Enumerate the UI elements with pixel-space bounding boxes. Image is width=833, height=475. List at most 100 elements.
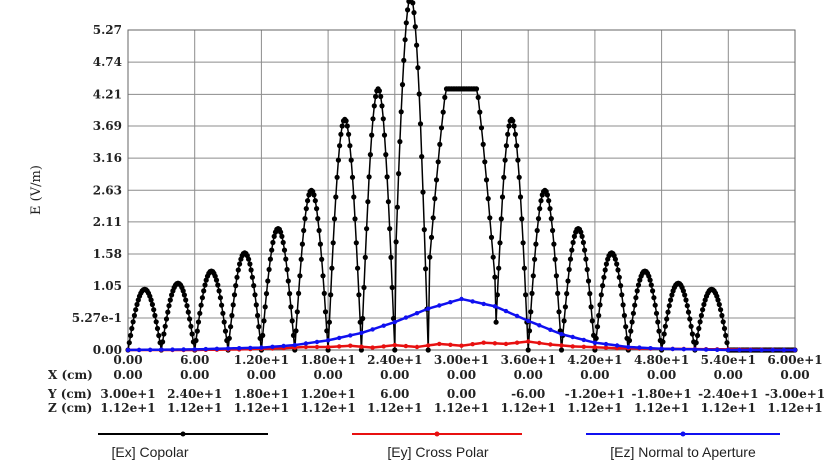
series-point [356,292,362,298]
series-point [397,139,403,145]
series-point [442,94,448,100]
series-point [233,283,239,289]
series-point [194,328,200,334]
series-point [317,241,323,247]
x-tick-label: 0.00 [647,368,676,382]
legend-marker [434,431,440,437]
series-point [287,291,293,297]
series-point [289,318,295,324]
series-point [161,331,167,337]
x-tick-label: 6.00e+1 [767,353,822,367]
x-tick-label: 1.12e+1 [634,401,689,415]
legend-label: [Ez] Normal to Aperture [610,444,756,460]
y-tick-label: 5.27e-1 [72,311,122,325]
series-layer [125,0,798,353]
series-point [302,216,308,222]
series-point [197,310,203,316]
series-point [339,123,345,129]
series-point [281,247,288,253]
series-point [530,273,536,279]
series-point [326,319,332,325]
series-point [170,347,175,352]
x-tick-label: 1.12e+1 [367,401,422,415]
series-point [398,109,404,115]
series-point [367,152,373,158]
series-point [626,344,631,350]
series-point [634,288,640,294]
series-point [331,216,338,222]
series-point [662,323,669,329]
series-point [437,341,442,347]
x-tick-label: 0.00 [447,387,476,401]
series-point [477,109,483,115]
series-point [537,340,542,346]
series-point [552,256,558,262]
series-point [348,343,353,348]
series-point [248,267,254,273]
series-point [432,196,438,202]
legend-label: [Ey] Cross Polar [387,444,488,460]
series-point [370,345,375,350]
series-point [715,347,720,352]
series-point [131,312,137,319]
legend-marker [680,431,686,437]
series-point [260,332,266,338]
series-point [412,24,418,30]
series-point [403,343,409,349]
series-point [660,339,666,345]
x-tick-label: 1.12e+1 [234,401,289,415]
series-point [502,157,508,163]
series-point [333,194,339,200]
series-point [314,344,320,350]
series-point [419,154,425,160]
series-point [770,347,775,353]
series-point [337,344,342,349]
series-point [579,233,585,239]
series-point [311,192,317,198]
series-point [792,347,798,353]
series-point [537,323,542,328]
series-point [225,346,231,351]
series-point [600,283,606,289]
series-point [517,194,524,200]
y-tick-label: 4.74 [93,55,122,69]
series-point [570,239,576,246]
x-tick-label: -3.00e+1 [765,387,825,401]
series-point [512,131,519,137]
series-point [188,323,194,329]
series-point [567,256,574,262]
series-point [483,177,490,183]
y-tick-label: 3.69 [93,119,122,133]
x-tick-label: -6.00 [511,387,545,401]
series-point [383,152,389,158]
x-tick-label: 1.20e+1 [234,353,289,367]
series-point [647,277,653,283]
x-tick-label: 1.20e+1 [300,387,355,401]
y-tick-label: 1.58 [93,247,122,261]
y-tick-label: 5.27 [93,23,122,37]
series-point [546,198,552,204]
series-point [503,341,509,347]
x-tick-label: -1.80e+1 [631,387,691,401]
series-point [515,157,521,163]
series-point [646,273,652,279]
y-tick-label: 3.16 [93,151,122,165]
series-point [359,330,364,336]
series-point [569,247,575,253]
series-point [485,196,491,202]
series-point [303,206,309,212]
series-point [235,267,241,273]
series-point [252,292,258,298]
series-point [529,290,535,296]
series-point [537,206,543,212]
x-tick-label: 1.80e+1 [300,353,355,367]
series-point [551,241,557,247]
series-point [364,226,370,232]
series-point [201,288,207,294]
series-point [392,342,397,348]
series-point [689,331,696,337]
series-point [348,333,353,338]
series-point [653,310,660,316]
series-point [544,192,551,198]
